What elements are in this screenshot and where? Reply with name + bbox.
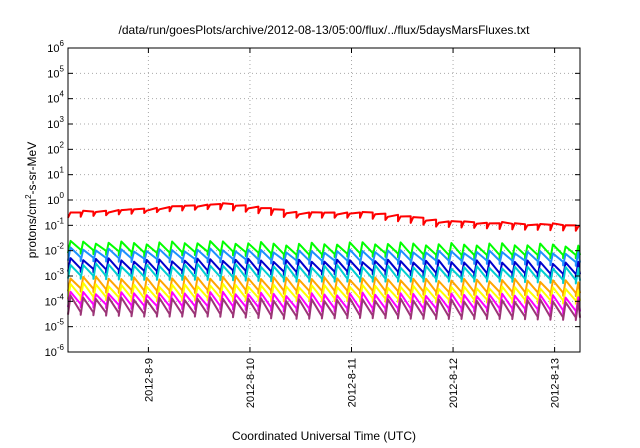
y-tick-label: 10-3 — [45, 267, 65, 283]
y-axis: 10-6 10-5 10-4 10-3 10-2 10-1 100 101 102 103 104 1… — [45, 39, 580, 359]
y-tick-label: 103 — [47, 115, 64, 131]
flux-series-line — [67, 246, 581, 267]
y-tick-label: 10-2 — [45, 242, 65, 258]
chart-title: /data/run/goesPlots/archive/2012-08-13/0… — [119, 23, 531, 37]
y-axis-label-prefix: protons/cm — [25, 199, 39, 258]
y-tick-label: 104 — [47, 90, 64, 106]
y-axis-label: protons/cm2-s-sr-MeV — [24, 142, 39, 258]
flux-series-line — [67, 239, 581, 260]
y-tick-label: 106 — [47, 39, 64, 55]
y-axis-label-suffix: -s-sr-MeV — [25, 142, 39, 195]
y-tick-label: 102 — [47, 140, 64, 156]
y-tick-label: 10-6 — [45, 343, 65, 359]
plot-area — [67, 202, 581, 322]
flux-series-line — [67, 294, 581, 322]
x-tick-label: 2012-8-11 — [347, 358, 359, 407]
flux-series-line — [67, 257, 581, 279]
y-axis-label-exponent: 2 — [24, 194, 33, 199]
x-tick-label: 2012-8-12 — [448, 358, 460, 408]
y-tick-label: 10-4 — [45, 292, 65, 308]
y-tick-label: 10-5 — [45, 318, 65, 334]
flux-series-line — [67, 290, 581, 316]
flux-series-line — [67, 202, 581, 232]
x-axis-label: Coordinated Universal Time (UTC) — [232, 429, 416, 443]
y-tick-label: 10-1 — [45, 216, 65, 232]
flux-series-line — [67, 275, 581, 298]
y-tick-label: 101 — [47, 166, 64, 182]
flux-series-line — [67, 281, 581, 305]
x-axis: 2012-8-9 2012-8-10 2012-8-11 2012-8-12 2012-… — [143, 48, 562, 408]
x-tick-label: 2012-8-10 — [245, 358, 257, 408]
x-tick-label: 2012-8-9 — [143, 358, 155, 402]
y-tick-label: 100 — [47, 191, 64, 207]
x-tick-label: 2012-8-13 — [550, 358, 562, 408]
y-tick-label: 105 — [47, 64, 64, 80]
flux-series-line — [67, 262, 581, 285]
